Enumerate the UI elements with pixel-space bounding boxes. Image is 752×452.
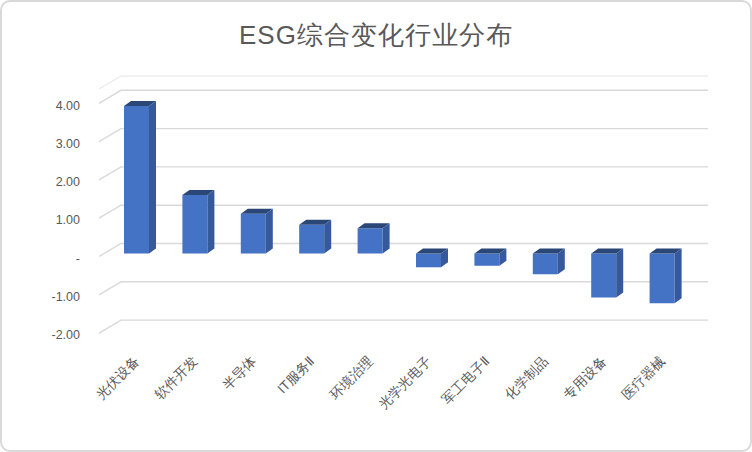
bar-face-front[interactable] <box>591 254 616 298</box>
bar-0[interactable] <box>124 101 156 253</box>
bar-face-front[interactable] <box>650 254 675 304</box>
x-axis-label: 专用设备 <box>561 354 610 403</box>
y-axis-label: 4.00 <box>56 99 80 113</box>
x-axis-label: 半导体 <box>220 353 260 393</box>
bar-8[interactable] <box>591 249 623 298</box>
bar-face-side[interactable] <box>675 249 682 304</box>
y-axis-label: -1.00 <box>52 290 81 304</box>
chart-frame: ESG综合变化行业分布 4.003.002.001.00--1.00-2.00光… <box>0 0 752 452</box>
gridline <box>99 167 708 180</box>
bar-face-side[interactable] <box>324 220 331 254</box>
bar-9[interactable] <box>650 249 682 304</box>
bar-face-front[interactable] <box>299 225 324 254</box>
bar-face-side[interactable] <box>207 190 214 254</box>
bar-6[interactable] <box>474 249 506 266</box>
x-axis-label: 军工电子Ⅱ <box>439 354 492 407</box>
bar-face-side[interactable] <box>149 101 156 253</box>
bar-face-front[interactable] <box>474 254 499 266</box>
bar-3[interactable] <box>299 220 331 254</box>
y-axis-label: 3.00 <box>56 137 80 151</box>
bar-face-side[interactable] <box>383 223 390 253</box>
bar-5[interactable] <box>416 249 448 268</box>
x-axis-label: IT服务Ⅱ <box>274 354 317 397</box>
gridline <box>99 129 708 142</box>
x-axis-label: 化学制品 <box>502 354 551 403</box>
bar-face-front[interactable] <box>533 254 558 275</box>
x-axis-label: 环境治理 <box>326 353 376 403</box>
bar-face-front[interactable] <box>358 228 383 253</box>
y-axis-label: 1.00 <box>56 213 80 227</box>
bar-4[interactable] <box>358 223 390 253</box>
y-axis-label: -2.00 <box>52 328 81 342</box>
wall-top-edge <box>99 76 708 89</box>
x-axis-label: 软件开发 <box>152 354 201 403</box>
y-axis-label: - <box>76 252 80 266</box>
gridline <box>99 320 708 333</box>
bar-1[interactable] <box>182 190 214 254</box>
bar-chart-plot-area: 4.00 3.00 2.00 1.00 - -1.00 -2.00 光伏设备软件开发半导体 IT… <box>2 2 752 452</box>
gridline <box>99 90 708 103</box>
bar-face-front[interactable] <box>416 254 441 268</box>
bar-face-front[interactable] <box>182 195 207 254</box>
bar-face-side[interactable] <box>616 249 623 298</box>
x-axis-label: 光学光电子 <box>376 354 434 412</box>
bar-2[interactable] <box>241 209 273 254</box>
y-axis-label: 2.00 <box>56 175 80 189</box>
bar-face-front[interactable] <box>124 106 149 253</box>
x-axis-label: 光伏设备 <box>93 354 142 403</box>
bar-face-front[interactable] <box>241 214 266 254</box>
bar-face-side[interactable] <box>266 209 273 254</box>
x-axis-label: 医疗器械 <box>619 354 668 403</box>
bar-7[interactable] <box>533 249 565 275</box>
